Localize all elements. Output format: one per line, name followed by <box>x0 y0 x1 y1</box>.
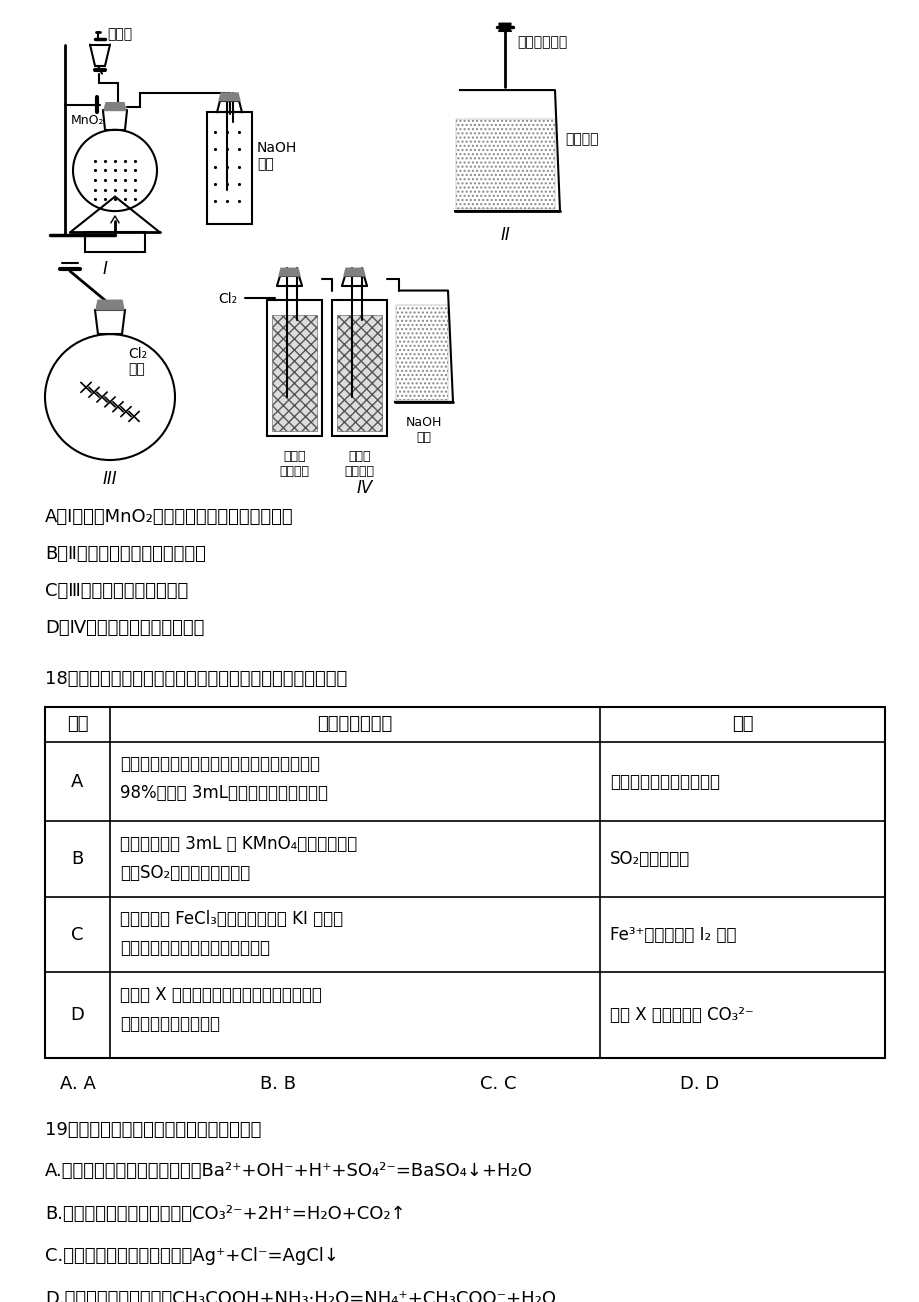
Text: A．Ⅰ图：若MnO₂过量，则浓盐酸可全部消耗完: A．Ⅰ图：若MnO₂过量，则浓盐酸可全部消耗完 <box>45 508 293 526</box>
Text: 铝与浓硫酸常温下不反应: 铝与浓硫酸常温下不反应 <box>609 772 720 790</box>
Text: 铜丝: 铜丝 <box>128 362 144 376</box>
Polygon shape <box>278 268 300 276</box>
Text: C.硝酸銀溶液与食盐水反应：Ag⁺+Cl⁻=AgCl↓: C.硝酸銀溶液与食盐水反应：Ag⁺+Cl⁻=AgCl↓ <box>45 1247 338 1266</box>
Text: 98%浓硫酸 3mL，铝条表面无明显现象: 98%浓硫酸 3mL，铝条表面无明显现象 <box>119 784 328 802</box>
Text: 再滴加几滴淠粉溶液，溶液变蓝色: 再滴加几滴淠粉溶液，溶液变蓝色 <box>119 939 269 957</box>
Text: 有色布条: 有色布条 <box>344 465 374 478</box>
Text: 干燥的: 干燥的 <box>283 450 305 464</box>
Polygon shape <box>498 23 510 31</box>
Bar <box>207 112 252 224</box>
Text: C. C: C. C <box>480 1075 516 1092</box>
Text: 石灰水，石灰水变浑浚: 石灰水，石灰水变浑浚 <box>119 1016 220 1032</box>
Bar <box>456 118 554 210</box>
Bar <box>395 305 448 400</box>
Text: B．Ⅱ图：证明新制氯水只有酸性: B．Ⅱ图：证明新制氯水只有酸性 <box>45 546 206 564</box>
Text: C．Ⅲ图：产生了棕黄色的雾: C．Ⅲ图：产生了棕黄色的雾 <box>45 582 188 600</box>
Text: 选项: 选项 <box>67 715 88 733</box>
Text: A. A: A. A <box>60 1075 96 1092</box>
Text: 将溶液 X 与稀盐酸反应产生的气体通入澄清: 将溶液 X 与稀盐酸反应产生的气体通入澄清 <box>119 986 322 1004</box>
Text: B. B: B. B <box>260 1075 296 1092</box>
Text: 19、下列离子方程式中，错误的是（　　）: 19、下列离子方程式中，错误的是（ ） <box>45 1121 261 1139</box>
Text: Cl₂: Cl₂ <box>128 346 147 361</box>
Bar <box>85 233 145 251</box>
Bar <box>45 707 884 1057</box>
Text: IV: IV <box>357 479 373 497</box>
Text: 新制氯水: 新制氯水 <box>564 132 598 146</box>
Text: 溶液: 溶液 <box>416 431 431 444</box>
Bar <box>336 315 381 431</box>
Polygon shape <box>344 268 365 276</box>
Bar <box>272 315 317 431</box>
Text: 紫色石蕊溶液: 紫色石蕊溶液 <box>516 35 567 49</box>
Text: 通入SO₂气体，紫红色褾去: 通入SO₂气体，紫红色褾去 <box>119 863 250 881</box>
Text: 溶液 X 中一定含有 CO₃²⁻: 溶液 X 中一定含有 CO₃²⁻ <box>609 1006 753 1023</box>
Text: 实验操作和现象: 实验操作和现象 <box>317 715 392 733</box>
Text: I: I <box>102 259 108 277</box>
Text: D.醒酸溶液与氨水反应：CH₃COOH+NH₃·H₂O=NH₄⁺+CH₃COO⁻+H₂O: D.醒酸溶液与氨水反应：CH₃COOH+NH₃·H₂O=NH₄⁺+CH₃COO⁻… <box>45 1290 555 1302</box>
Text: 结论: 结论 <box>731 715 753 733</box>
Text: Fe³⁺的氧化性比 I₂ 的强: Fe³⁺的氧化性比 I₂ 的强 <box>609 926 736 944</box>
Polygon shape <box>90 44 110 66</box>
Bar <box>267 301 322 436</box>
Text: 将一块用砂纸打磨过的铝条放入试管，再加入: 将一块用砂纸打磨过的铝条放入试管，再加入 <box>119 755 320 773</box>
Text: 浓盐酸: 浓盐酸 <box>107 27 132 42</box>
Polygon shape <box>104 103 126 111</box>
Text: D．Ⅳ图：湿润的有色布条襟色: D．Ⅳ图：湿润的有色布条襟色 <box>45 618 204 637</box>
Bar <box>332 301 387 436</box>
Text: II: II <box>500 225 509 243</box>
Text: 有色布条: 有色布条 <box>279 465 309 478</box>
Polygon shape <box>96 301 124 310</box>
Text: MnO₂: MnO₂ <box>71 115 105 128</box>
Text: SO₂具有漂白性: SO₂具有漂白性 <box>609 850 689 868</box>
Text: D: D <box>71 1006 85 1023</box>
Text: III: III <box>103 470 118 488</box>
Text: B.纯碱溶液和过量硝酸反应：CO₃²⁻+2H⁺=H₂O+CO₂↑: B.纯碱溶液和过量硝酸反应：CO₃²⁻+2H⁺=H₂O+CO₂↑ <box>45 1204 405 1223</box>
Text: 18、根据下列实验操作和现象所得到的结论正确的是（　　）: 18、根据下列实验操作和现象所得到的结论正确的是（ ） <box>45 671 346 689</box>
Text: 湿润的: 湿润的 <box>348 450 370 464</box>
Text: 室温下，向 FeCl₃溶液中滴加少量 KI 溶液，: 室温下，向 FeCl₃溶液中滴加少量 KI 溶液， <box>119 910 343 928</box>
Text: Cl₂: Cl₂ <box>218 293 237 306</box>
Text: 向试管中加入 3mL 稀 KMnO₄酸性溶液，再: 向试管中加入 3mL 稀 KMnO₄酸性溶液，再 <box>119 835 357 853</box>
Text: C: C <box>71 926 84 944</box>
Text: NaOH: NaOH <box>405 417 442 430</box>
Text: B: B <box>72 850 84 868</box>
Text: A.氢氧化钓溶液和稀硫酸反应：Ba²⁺+OH⁻+H⁺+SO₄²⁻=BaSO₄↓+H₂O: A.氢氧化钓溶液和稀硫酸反应：Ba²⁺+OH⁻+H⁺+SO₄²⁻=BaSO₄↓+… <box>45 1163 532 1180</box>
Polygon shape <box>219 92 240 100</box>
Text: A: A <box>72 772 84 790</box>
Text: D. D: D. D <box>679 1075 719 1092</box>
Text: NaOH
溶液: NaOH 溶液 <box>256 142 297 172</box>
